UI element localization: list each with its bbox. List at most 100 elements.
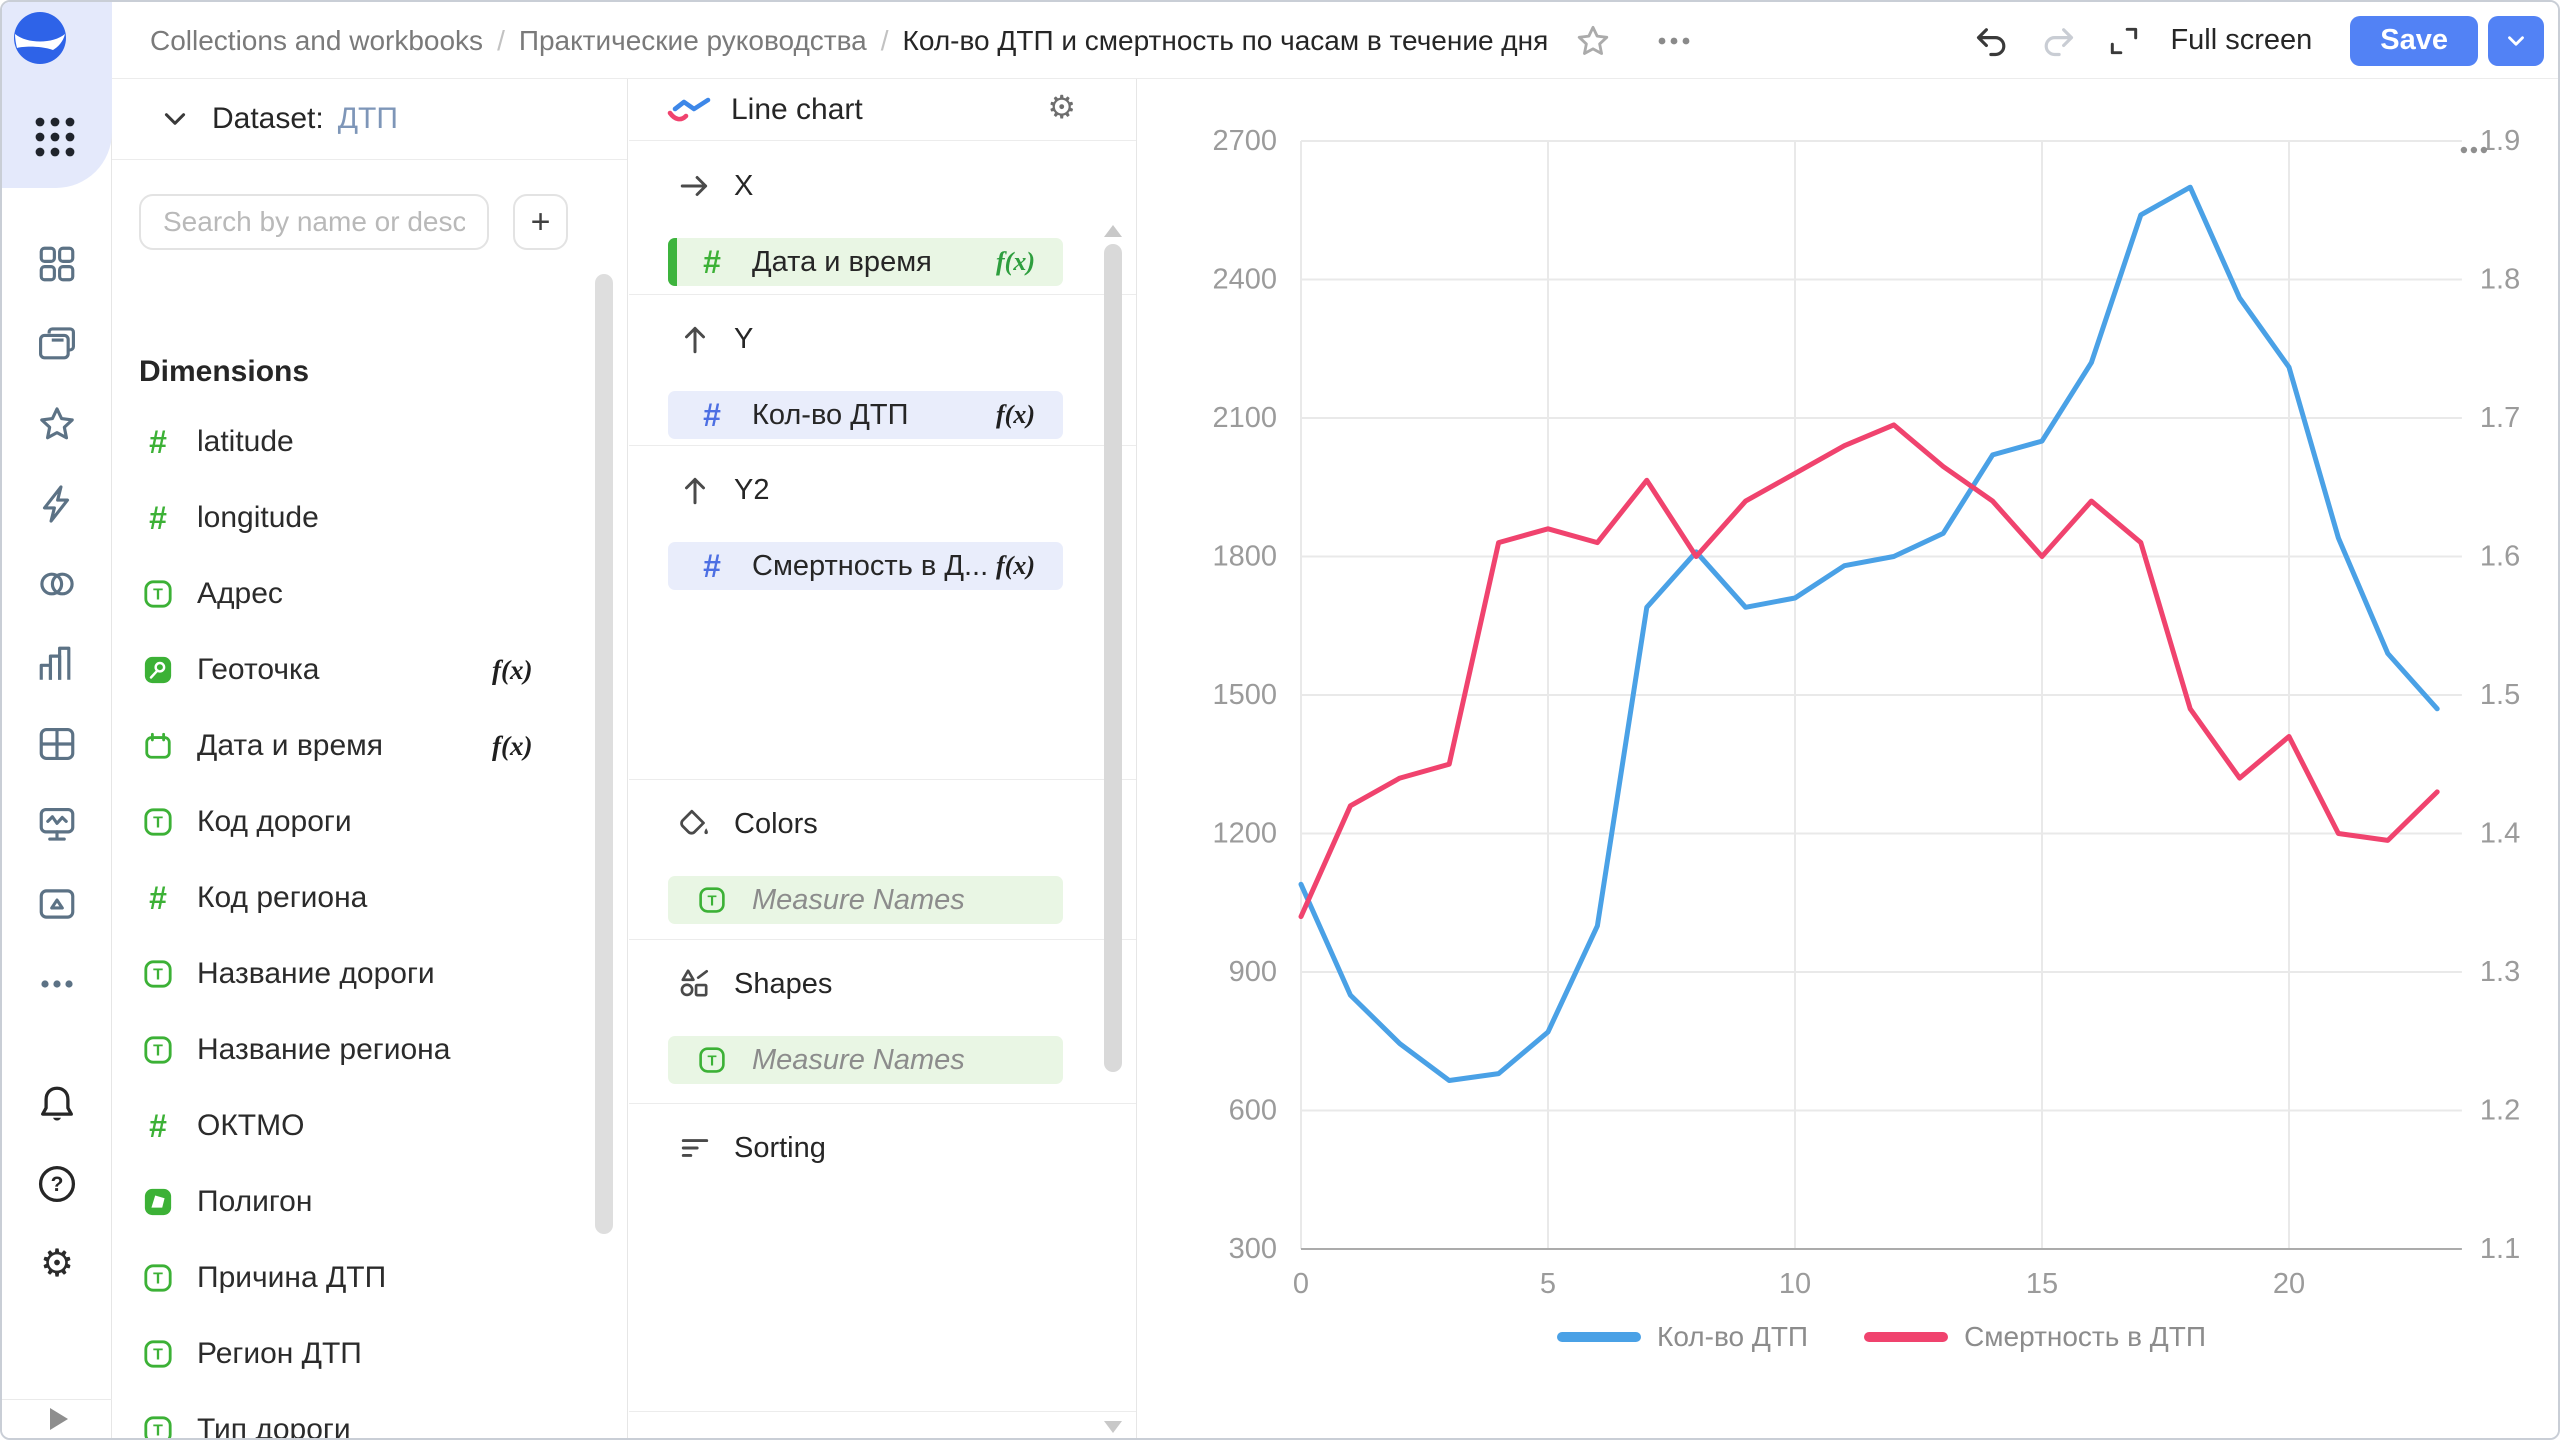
- undo-icon[interactable]: [1972, 21, 2012, 61]
- geopoint-icon: [142, 654, 174, 686]
- section-label-sorting: Sorting: [734, 1131, 826, 1164]
- tables-icon[interactable]: [33, 720, 81, 768]
- field-item[interactable]: T Название дороги: [112, 936, 627, 1012]
- svg-text:T: T: [153, 1271, 163, 1288]
- series-line[interactable]: [1298, 184, 2440, 1083]
- settings-gear-icon[interactable]: ⚙: [39, 1243, 75, 1285]
- collections-icon[interactable]: [33, 320, 81, 368]
- dataset-header[interactable]: Dataset: ДТП: [112, 79, 627, 160]
- sorting-icon: [678, 1131, 712, 1165]
- favorite-star-icon[interactable]: [1574, 22, 1612, 60]
- field-label: Код дороги: [197, 805, 352, 838]
- text-icon: T: [142, 1338, 174, 1370]
- viz-section-colors: Colors T Measure Names: [629, 780, 1136, 940]
- field-item[interactable]: Дата и время f(x): [112, 708, 627, 784]
- chip-label: Measure Names: [752, 883, 965, 916]
- apps-grid-icon[interactable]: [32, 116, 78, 163]
- arrow-up-icon: [678, 473, 712, 507]
- field-label: Название региона: [197, 1033, 451, 1066]
- dataset-panel: Dataset: ДТП + Dimensions # latitude # long…: [112, 79, 628, 1440]
- chip-label: Дата и время: [752, 245, 932, 278]
- field-label: Адрес: [197, 577, 283, 610]
- notifications-bell-icon[interactable]: [33, 1080, 81, 1128]
- legend-item[interactable]: Кол-во ДТП: [1557, 1321, 1808, 1353]
- field-item[interactable]: T Адрес: [112, 556, 627, 632]
- fullscreen-icon[interactable]: [2104, 21, 2144, 61]
- field-item[interactable]: # longitude: [112, 480, 627, 556]
- dataset-label: Dataset:: [212, 102, 324, 135]
- x-tick-label: 20: [2273, 1268, 2305, 1300]
- field-item[interactable]: T Тип дороги: [112, 1392, 627, 1440]
- breadcrumb-workbook[interactable]: Практические руководства: [518, 24, 867, 56]
- field-item[interactable]: T Регион ДТП: [112, 1316, 627, 1392]
- field-item[interactable]: # ОКТМО: [112, 1088, 627, 1164]
- dashboards-icon[interactable]: [33, 240, 81, 288]
- y-right-tick-label: 1.7: [2480, 402, 2520, 434]
- viz-section-sorting: Sorting: [629, 1104, 1136, 1412]
- svg-text:T: T: [153, 587, 163, 604]
- redo-icon[interactable]: [2038, 21, 2078, 61]
- series-line[interactable]: [1298, 422, 2440, 920]
- connections-lightning-icon[interactable]: [33, 480, 81, 528]
- add-field-button[interactable]: +: [513, 194, 568, 250]
- datalens-logo[interactable]: [12, 10, 68, 66]
- breadcrumb-collections[interactable]: Collections and workbooks: [150, 24, 484, 56]
- svg-text:T: T: [153, 1347, 163, 1364]
- formula-badge: f(x): [996, 400, 1035, 429]
- storage-folder-icon[interactable]: [33, 880, 81, 928]
- dataset-name[interactable]: ДТП: [337, 102, 398, 135]
- field-item[interactable]: T Название региона: [112, 1012, 627, 1088]
- field-search-row: +: [139, 194, 568, 250]
- visualization-header[interactable]: Line chart ⚙: [629, 79, 1136, 141]
- expand-rail-icon[interactable]: [44, 1404, 72, 1438]
- save-button[interactable]: Save: [2350, 15, 2478, 66]
- chart-settings-gear-icon[interactable]: ⚙: [1047, 89, 1076, 125]
- dataset-scrollbar[interactable]: [595, 274, 613, 1234]
- viz-section-labels: ALabels: [629, 1412, 1136, 1438]
- section-label-colors: Colors: [734, 807, 818, 840]
- field-chip[interactable]: # Дата и время f(x): [668, 238, 1063, 286]
- rail-more-icon[interactable]: [33, 960, 81, 1008]
- viz-section-y: Y # Кол-во ДТП f(x): [629, 295, 1136, 446]
- legend-item[interactable]: Смертность в ДТП: [1864, 1321, 2206, 1353]
- visualization-title[interactable]: Line chart: [731, 92, 863, 126]
- field-item[interactable]: # latitude: [112, 404, 627, 480]
- shapes-icon: [678, 967, 712, 1001]
- more-menu-icon[interactable]: [1654, 34, 1694, 48]
- field-chip[interactable]: # Кол-во ДТП f(x): [668, 391, 1063, 439]
- field-item[interactable]: Полигон: [112, 1164, 627, 1240]
- number-icon: #: [703, 396, 721, 433]
- save-dropdown-button[interactable]: [2488, 15, 2544, 66]
- fullscreen-label[interactable]: Full screen: [2170, 24, 2313, 56]
- field-item[interactable]: Геоточка f(x): [112, 632, 627, 708]
- charts-icon[interactable]: [33, 640, 81, 688]
- favorites-star-icon[interactable]: [33, 400, 81, 448]
- section-label-x: X: [734, 169, 754, 202]
- field-label: Тип дороги: [197, 1413, 351, 1440]
- breadcrumb-separator: /: [880, 24, 889, 56]
- viz-scrollbar[interactable]: [1104, 244, 1122, 1072]
- svg-text:T: T: [153, 815, 163, 832]
- field-item[interactable]: T Причина ДТП: [112, 1240, 627, 1316]
- scroll-down-icon[interactable]: [1104, 1421, 1122, 1433]
- field-search-input[interactable]: [139, 194, 489, 250]
- field-item[interactable]: # Код региона: [112, 860, 627, 936]
- scroll-up-icon[interactable]: [1104, 225, 1122, 237]
- rail-bottom-icons: ? ⚙: [2, 1080, 112, 1288]
- legend-dash-icon: [1864, 1332, 1949, 1342]
- chevron-down-icon[interactable]: [160, 104, 190, 134]
- field-chip[interactable]: T Measure Names: [668, 1036, 1063, 1084]
- datasets-circles-icon[interactable]: [33, 560, 81, 608]
- field-chip[interactable]: # Смертность в Д... f(x): [668, 542, 1063, 590]
- x-tick-label: 10: [1779, 1268, 1811, 1300]
- monitoring-icon[interactable]: [33, 800, 81, 848]
- field-label: Геоточка: [197, 653, 320, 686]
- help-question-icon[interactable]: ?: [33, 1160, 81, 1208]
- section-label-y2: Y2: [734, 473, 770, 506]
- field-item[interactable]: T Код дороги: [112, 784, 627, 860]
- chart-canvas: 2700 1.9 2400 1.8 2100 1.7 1800 1.6 1500 1.5 1200 1…: [1138, 79, 2558, 1438]
- field-chip[interactable]: T Measure Names: [668, 876, 1063, 924]
- line-chart-type-icon: [667, 95, 713, 125]
- chart-context-dots: [2460, 146, 2468, 154]
- y-right-tick-label: 1.8: [2480, 264, 2520, 296]
